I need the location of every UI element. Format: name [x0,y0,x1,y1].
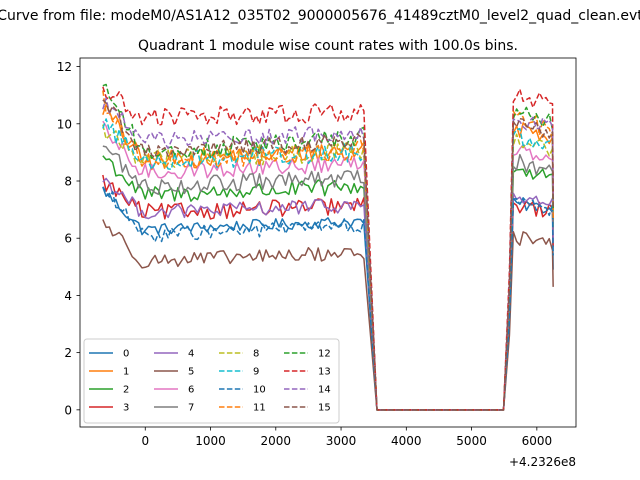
y-tick-label: 0 [64,403,72,417]
x-axis-offset-label: +4.2326e8 [509,455,576,469]
legend-label-9: 9 [253,367,259,378]
x-axis: 0 1000 2000 3000 4000 5000 6000 [141,427,552,448]
legend-frame [83,338,340,424]
legend-label-10: 10 [253,385,266,396]
legend-label-8: 8 [253,349,259,360]
x-tick-label: 6000 [522,434,553,448]
suptitle: Curve from file: modeM0/AS1A12_035T02_90… [0,8,640,24]
y-tick-label: 2 [64,346,72,360]
y-tick-label: 10 [57,117,72,131]
x-tick-label: 2000 [261,434,292,448]
series-line-14 [102,97,554,411]
plot-frame [79,57,577,428]
series-line-13 [102,86,554,411]
series-line-15 [102,99,554,411]
series-layer [102,83,554,411]
legend-label-7: 7 [188,403,194,414]
legend-label-13: 13 [318,367,331,378]
legend-label-11: 11 [253,403,266,414]
legend-label-0: 0 [123,349,129,360]
x-tick-label: 5000 [456,434,487,448]
x-tick-label: 3000 [326,434,357,448]
legend-label-15: 15 [318,403,331,414]
legend-label-6: 6 [188,385,194,396]
y-tick-label: 8 [64,175,72,189]
legend-label-1: 1 [123,367,129,378]
x-tick-label: 0 [141,434,149,448]
y-tick-label: 12 [57,60,72,74]
legend-label-14: 14 [318,385,331,396]
legend-label-12: 12 [318,349,331,360]
y-tick-label: 6 [64,232,72,246]
legend-label-4: 4 [188,349,194,360]
series-line-8 [102,124,554,411]
chart-title: Quadrant 1 module wise count rates with … [138,38,518,54]
y-axis: 0 2 4 6 8 10 12 [57,60,80,417]
x-tick-label: 4000 [391,434,422,448]
y-tick-label: 4 [64,289,72,303]
legend-label-2: 2 [123,385,129,396]
x-tick-label: 1000 [195,434,226,448]
legend-label-5: 5 [188,367,194,378]
legend-label-3: 3 [123,403,129,414]
